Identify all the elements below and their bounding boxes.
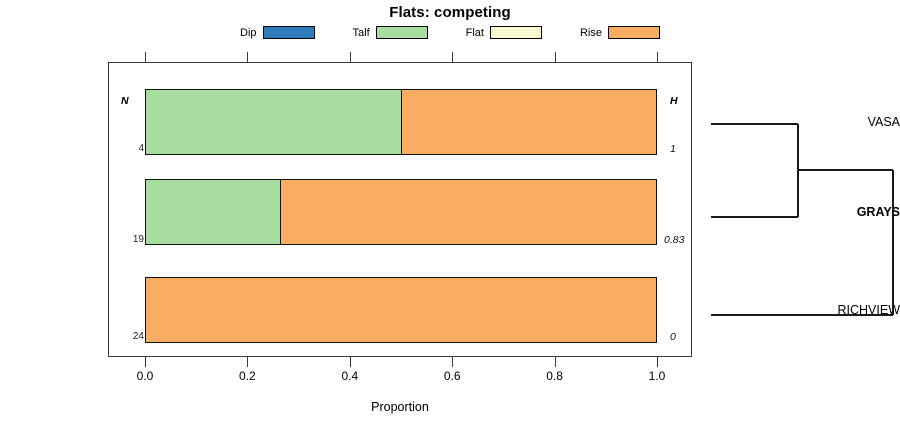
legend-swatch-dip <box>262 26 315 39</box>
x-tick-label-5: 1.0 <box>648 369 666 383</box>
x-tick-label-1: 0.2 <box>239 369 256 383</box>
x-tick-top-5 <box>657 52 658 62</box>
x-axis-title: Proportion <box>371 400 429 414</box>
n-value-richview: 24 <box>132 331 144 342</box>
bar-segment-vasa-rise[interactable] <box>401 90 656 154</box>
legend-swatch-flat <box>489 26 542 39</box>
chart-title: Flats: competing <box>389 4 511 21</box>
stacked-bar-grays[interactable] <box>145 179 657 245</box>
dendrogram-svg <box>711 123 894 316</box>
legend-label-talf: Talf <box>352 26 370 39</box>
x-tick-label-3: 0.6 <box>443 369 461 383</box>
n-value-grays: 19 <box>132 234 144 245</box>
bar-segment-vasa-talf[interactable] <box>146 90 401 154</box>
x-tick-bottom-5 <box>657 357 658 367</box>
x-tick-label-2: 0.4 <box>341 369 359 383</box>
legend-label-dip: Dip <box>240 26 257 39</box>
row-label-vasa: VASA <box>867 115 900 129</box>
legend-label-flat: Flat <box>465 26 484 39</box>
x-tick-bottom-2 <box>349 357 351 367</box>
n-value-vasa: 4 <box>138 143 144 154</box>
bar-segment-grays-rise[interactable] <box>280 180 656 244</box>
legend-label-rise: Rise <box>579 26 602 39</box>
row-label-richview: RICHVIEW <box>837 303 900 317</box>
x-tick-top-1 <box>247 52 249 62</box>
row-label-grays: GRAYS <box>856 205 900 219</box>
legend-swatch-talf <box>375 26 428 39</box>
x-tick-top-0 <box>145 52 146 62</box>
legend-item-rise[interactable]: Rise <box>580 26 660 39</box>
n-column-header: N <box>121 95 129 107</box>
bar-segment-grays-talf[interactable] <box>146 180 281 244</box>
bar-segment-richview-rise[interactable] <box>146 278 656 342</box>
legend-item-talf[interactable]: Talf <box>353 26 466 39</box>
legend-swatch-rise <box>608 26 660 39</box>
h-value-richview: 0 <box>670 331 676 343</box>
x-tick-bottom-1 <box>247 357 249 367</box>
dendrogram <box>700 62 900 357</box>
x-tick-bottom-3 <box>452 357 454 367</box>
legend: Dip Talf Flat Rise <box>0 26 900 39</box>
legend-item-dip[interactable]: Dip <box>240 26 353 39</box>
h-column-header: H <box>670 95 678 107</box>
x-tick-label-0: 0.0 <box>136 369 154 383</box>
x-tick-top-3 <box>452 52 454 62</box>
stacked-bar-vasa[interactable] <box>145 89 657 155</box>
h-value-vasa: 1 <box>670 143 676 155</box>
x-tick-bottom-4 <box>554 357 556 367</box>
x-tick-top-2 <box>349 52 351 62</box>
h-value-grays: 0.83 <box>664 234 685 246</box>
legend-item-flat[interactable]: Flat <box>466 26 580 39</box>
stacked-bar-richview[interactable] <box>145 277 657 343</box>
x-tick-top-4 <box>554 52 556 62</box>
x-tick-label-4: 0.8 <box>546 369 563 383</box>
x-tick-bottom-0 <box>145 357 146 367</box>
